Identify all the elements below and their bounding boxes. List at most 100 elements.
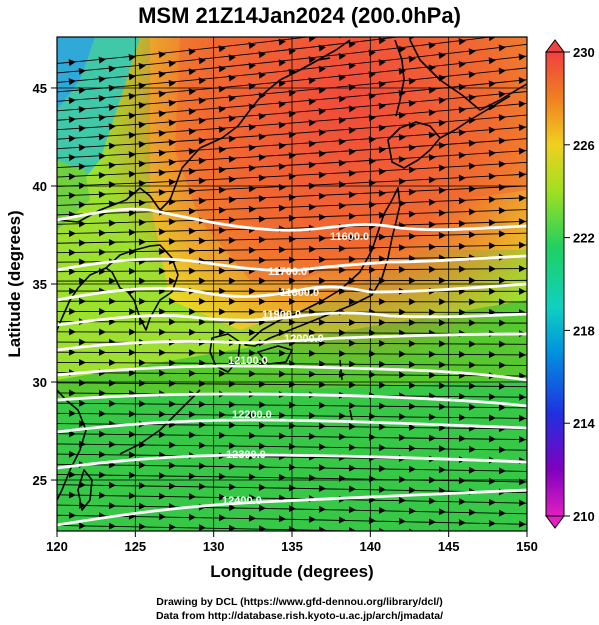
wind-arrow [198,77,206,85]
wind-arrow [468,466,476,474]
contour-12000 [57,332,527,352]
y-axis: 25 30 35 40 45 [33,81,57,488]
colorbar-ticks: 230 226 222 218 214 210 [564,45,595,524]
wind-arrow [438,142,446,150]
wind-arrow [378,298,386,306]
contour-12200 [57,392,527,408]
wind-arrow [408,188,416,196]
wind-arrow [248,328,256,336]
wind-arrow [258,51,266,59]
wind-arrow [198,421,206,429]
wind-arrow [128,92,136,100]
wind-arrow [348,506,356,514]
wind-arrow [138,199,146,207]
contour-12100 [57,364,527,382]
wind-arrow [438,361,446,369]
colorbar-tick-label: 210 [573,509,595,524]
wind-arrow [108,502,116,510]
wind-arrow [378,527,386,531]
wind-arrow [168,523,176,531]
wind-arrow [128,349,136,357]
wind-arrow [318,44,326,52]
wind-arrow [168,359,176,367]
wind-arrow [438,403,446,411]
wind-arrow [158,70,166,78]
wind-arrow [98,114,106,122]
wind-arrow [288,318,296,326]
wind-arrow [108,440,116,448]
wind-arrow [138,400,146,408]
wind-arrow [308,161,316,169]
wind-arrow [218,65,226,73]
wind-arrow [108,359,116,367]
wind-arrow [398,133,406,141]
wind-arrow [168,462,176,470]
wind-arrow [458,265,466,273]
wind-arrow [288,277,296,285]
plot-area: 11600.0 11700.0 11800.0 11900.0 12000.0 … [57,29,537,531]
wind-arrow [529,383,536,390]
wind-arrow [228,94,236,102]
colorbar-min-arrow [545,515,565,529]
wind-arrow [288,401,296,409]
contour-label: 11600.0 [330,231,369,243]
wind-arrow [458,60,466,68]
wind-arrow [518,241,526,249]
coastlines [57,39,527,511]
wind-arrow [78,258,86,266]
wind-arrow [288,463,296,471]
wind-arrow [98,451,106,459]
wind-arrow [248,411,256,419]
wind-arrow [518,77,526,85]
x-tick-label: 125 [124,539,146,554]
wind-arrow [529,63,537,71]
wind-arrow [128,328,136,336]
wind-arrow [108,65,116,73]
wind-arrow [498,509,506,517]
wind-arrow [228,277,236,285]
wind-arrow [428,131,436,139]
wind-arrow [108,277,116,285]
wind-arrow [138,101,146,109]
wind-arrow [278,204,286,212]
x-axis-title: Longitude (degrees) [210,562,373,581]
wind-arrow [428,413,436,421]
wind-arrow [488,287,496,295]
wind-arrow [348,423,356,431]
wind-arrow [198,524,206,531]
wind-arrow [168,237,176,245]
wind-arrow [98,389,106,397]
wind-arrow [158,472,166,480]
wind-arrow [428,109,436,117]
wind-arrow [338,516,346,524]
wind-arrow [458,151,466,159]
wind-arrow [498,298,506,306]
wind-arrow [529,510,536,517]
contour-label: 12000.0 [284,333,324,345]
wind-arrow [288,47,296,55]
wind-arrow [378,423,386,431]
wind-arrow [488,393,496,401]
wind-arrow [518,194,526,202]
wind-arrow [68,389,76,397]
wind-arrow [158,90,166,98]
wind-arrow [188,349,196,357]
contour-12400 [57,453,527,470]
wind-arrow [98,348,106,356]
wind-arrow [188,513,196,521]
wind-arrow [318,443,326,451]
wind-arrow [468,139,476,147]
wind-arrow [498,183,506,191]
wind-arrow [198,197,206,205]
wind-arrow [529,135,536,142]
wind-arrow [488,414,496,422]
wind-arrow [98,308,106,316]
wind-arrow [338,95,346,103]
wind-arrow [318,192,326,200]
wind-arrow [138,277,146,285]
wind-arrow [498,230,506,238]
wind-arrow [188,127,196,135]
wind-arrow [519,29,527,37]
wind-arrow [408,465,416,473]
